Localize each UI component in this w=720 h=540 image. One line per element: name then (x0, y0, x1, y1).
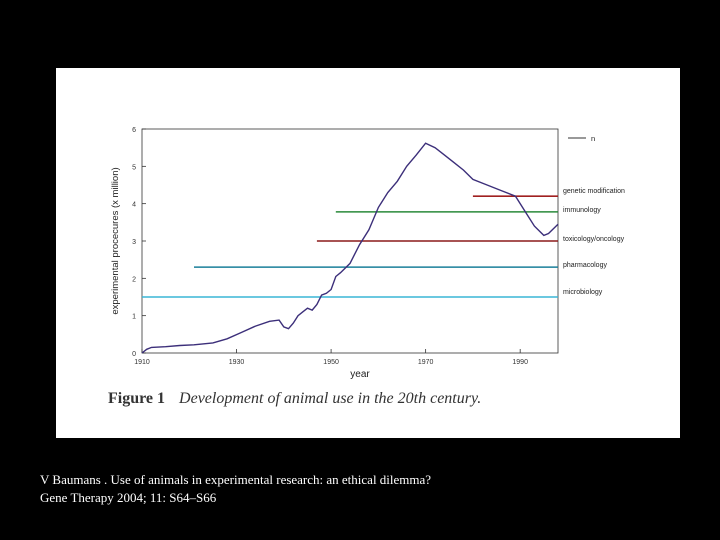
y-tick-label: 0 (132, 351, 136, 358)
series-line (141, 142, 559, 354)
y-tick-label: 4 (132, 202, 136, 209)
citation-line-2: Gene Therapy 2004; 11: S64–S66 (40, 490, 217, 505)
reference-line-label: microbiology (563, 289, 603, 296)
x-tick-label: 1970 (418, 359, 434, 366)
reference-line-label: toxicology/oncology (563, 236, 625, 243)
y-axis-label: experimental procecures (x million) (110, 167, 121, 314)
y-tick-label: 3 (132, 239, 136, 246)
x-tick-label: 1950 (323, 359, 339, 366)
figure-label: Figure 1 (108, 390, 166, 407)
reference-line-label: genetic modification (563, 188, 625, 195)
y-tick-label: 2 (132, 276, 136, 283)
y-tick-label: 5 (132, 164, 136, 171)
reference-line-label: immunology (563, 207, 601, 214)
reference-line-label: pharmacology (563, 262, 607, 269)
y-tick-label: 1 (132, 314, 136, 321)
x-axis-label: year (350, 369, 370, 380)
citation-line-1: V Baumans . Use of animals in experiment… (40, 472, 432, 487)
x-tick-label: 1910 (134, 359, 150, 366)
y-tick-label: 6 (132, 127, 136, 134)
figure-caption: Figure 1 Development of animal use in th… (108, 390, 481, 408)
x-tick-label: 1930 (229, 359, 245, 366)
x-tick-label: 1990 (512, 359, 528, 366)
line-chart: 0 1 2 3 4 5 6 1910 1930 1950 1970 1990 year experimen… (110, 127, 625, 380)
chart-title: Development of animal use in the 20th ce… (179, 390, 482, 407)
citation: V Baumans . Use of animals in experiment… (40, 471, 431, 507)
legend-label: n (591, 134, 595, 143)
figure-panel: 0 1 2 3 4 5 6 1910 1930 1950 1970 1990 year experimen… (56, 68, 680, 438)
